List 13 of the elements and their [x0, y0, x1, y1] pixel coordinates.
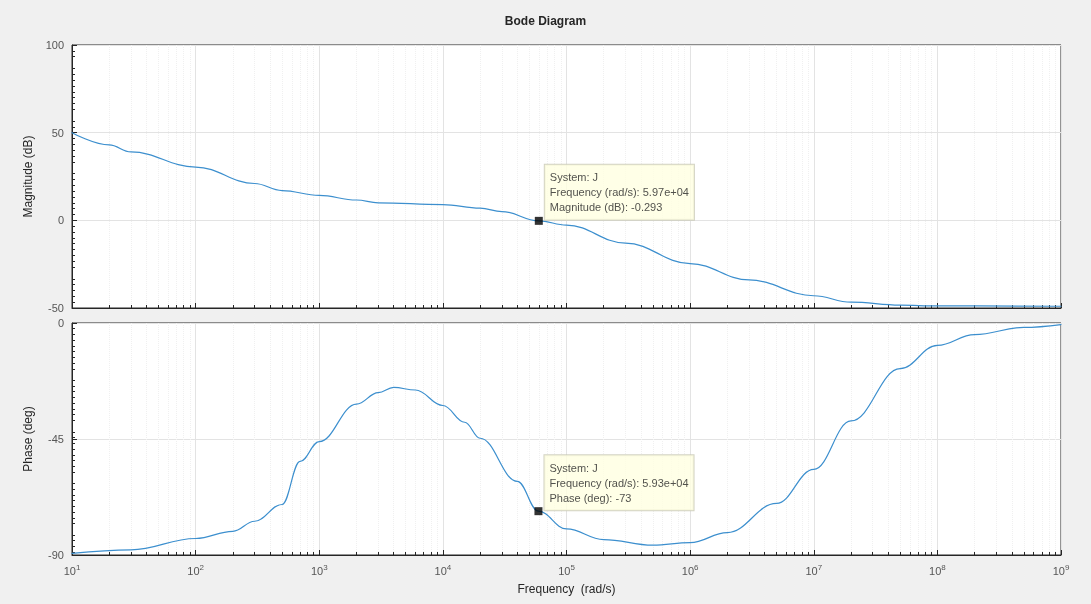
y-tick-label: -50	[48, 302, 64, 314]
annotation: System: J Frequency (rad/s): 5.97e+04 Magnitude (dB): -0.293	[549, 171, 689, 214]
y-axis-title: Phase (deg)	[21, 406, 35, 472]
y-tick-label: 0	[57, 214, 64, 227]
y-tick-label: -90	[48, 549, 64, 561]
y-axis-title: Magnitude (dB)	[21, 135, 35, 218]
y-tick-label: -45	[48, 433, 64, 445]
annotation: System: J Frequency (rad/s): 5.93e+04 Phase (deg): -73	[549, 461, 689, 504]
y-tick-label: 50	[51, 126, 64, 139]
chart-title: Bode Diagram	[503, 14, 588, 28]
x-axis-title: Frequency (rad/s)	[517, 582, 616, 596]
y-tick-label: 100	[45, 39, 64, 51]
y-tick-label: 0	[57, 317, 64, 329]
